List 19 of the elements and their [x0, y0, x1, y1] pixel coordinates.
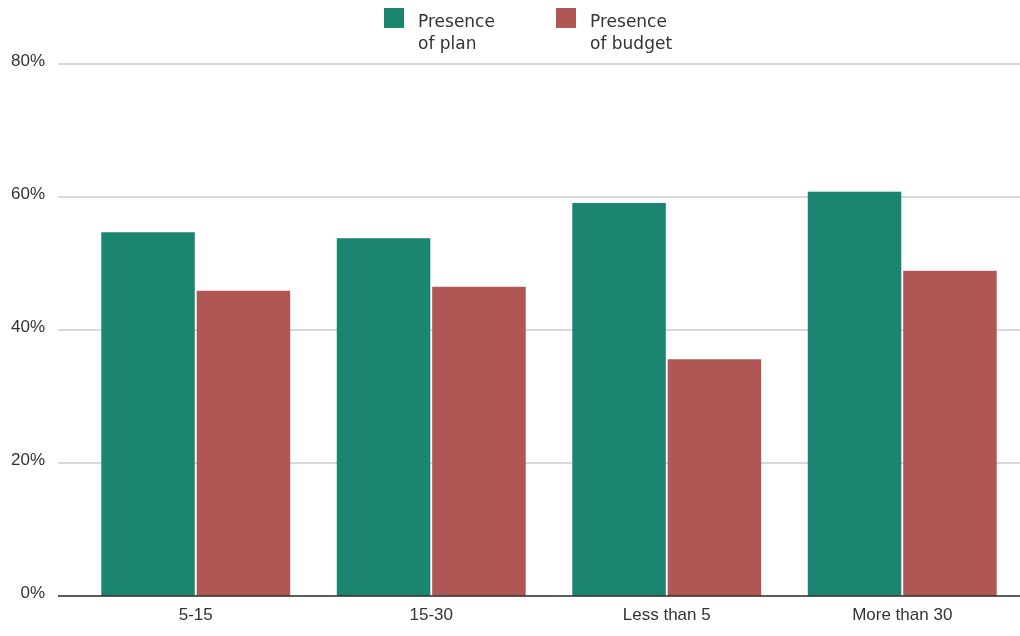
bar	[572, 202, 666, 596]
bar	[101, 232, 195, 596]
x-tick-label: Less than 5	[622, 605, 711, 625]
bar	[196, 290, 291, 596]
y-tick-label: 40%	[10, 317, 45, 337]
legend-label: Presence of plan	[418, 11, 495, 53]
x-tick-label: 15-30	[409, 605, 453, 625]
x-tick-label: More than 30	[852, 605, 953, 625]
y-tick-label: 20%	[10, 450, 45, 470]
y-tick-label: 60%	[10, 184, 45, 204]
bar	[807, 191, 902, 596]
bar	[336, 238, 431, 596]
bar	[903, 270, 997, 596]
bar	[432, 286, 526, 596]
legend-label: Presence of budget	[590, 11, 673, 53]
y-tick-label: 0%	[20, 583, 45, 603]
y-tick-label: 80%	[10, 51, 45, 71]
x-tick-label: 5-15	[178, 605, 213, 625]
bar	[667, 359, 762, 596]
